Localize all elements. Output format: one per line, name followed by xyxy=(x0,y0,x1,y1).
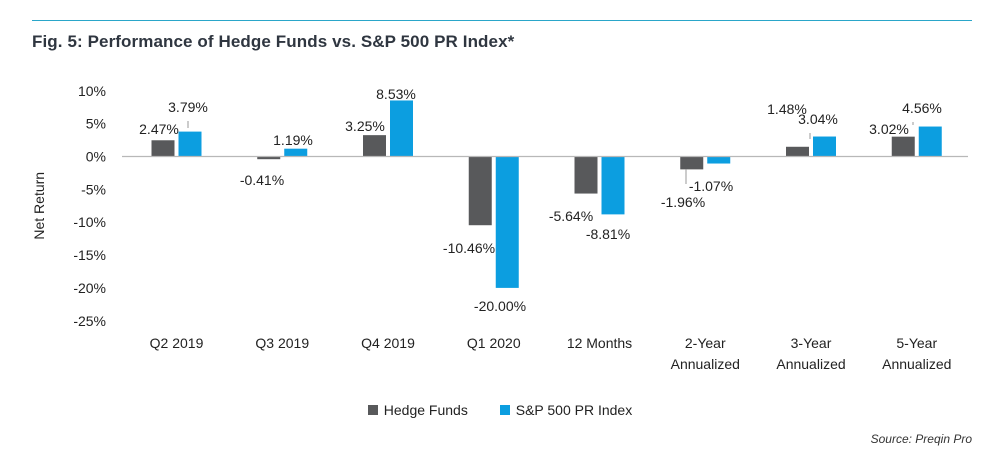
bar-sp500 xyxy=(813,136,836,157)
x-category-label: Annualized xyxy=(882,356,951,372)
bar-hedge-funds xyxy=(891,136,915,157)
legend-item-hedge-funds: Hedge Funds xyxy=(367,402,468,418)
legend-label-sp500: S&P 500 PR Index xyxy=(515,402,633,418)
bar-sp500 xyxy=(918,126,942,157)
data-label-sp500: -20.00% xyxy=(474,298,526,314)
y-tick-label: -10% xyxy=(73,214,106,230)
x-category-label: 5-Year xyxy=(896,335,937,351)
legend-item-sp500: S&P 500 PR Index xyxy=(499,402,633,418)
bar-hedge-funds xyxy=(680,156,704,170)
data-label-sp500: 8.53% xyxy=(376,86,416,102)
bar-hedge-funds xyxy=(363,135,386,157)
data-label-hedge-funds: 3.25% xyxy=(345,118,385,134)
y-tick-label: 10% xyxy=(78,83,106,99)
x-category-label: Annualized xyxy=(671,356,740,372)
y-tick-label: -15% xyxy=(73,247,106,263)
x-category-label: Annualized xyxy=(776,356,845,372)
legend-label-hedge-funds: Hedge Funds xyxy=(383,402,468,418)
x-category-label: Q3 2019 xyxy=(255,335,309,351)
bar-sp500 xyxy=(495,156,519,288)
data-label-sp500: -8.81% xyxy=(586,226,630,242)
x-category-label: Q1 2020 xyxy=(467,335,521,351)
data-label-sp500: -1.07% xyxy=(689,178,733,194)
data-label-hedge-funds: -0.41% xyxy=(240,172,284,188)
x-category-label: Q4 2019 xyxy=(361,335,415,351)
data-label-hedge-funds: -10.46% xyxy=(443,240,495,256)
x-category-label: 2-Year xyxy=(685,335,726,351)
data-label-sp500: 3.04% xyxy=(798,111,838,127)
y-tick-label: 5% xyxy=(86,116,106,132)
bar-hedge-funds xyxy=(257,156,281,160)
legend-swatch-sp500 xyxy=(499,405,510,415)
bar-sp500 xyxy=(707,156,731,164)
y-tick-label: 0% xyxy=(86,149,106,165)
data-label-hedge-funds: 1.48% xyxy=(767,101,807,117)
bar-chart: 10% 5% 0% -5% -10% -15% -20% -25% Net Return 2.47… xyxy=(31,83,968,372)
top-rule xyxy=(32,20,972,21)
data-label-hedge-funds: -5.64% xyxy=(549,208,593,224)
data-label-hedge-funds: 2.47% xyxy=(139,121,179,137)
data-label-sp500: 1.19% xyxy=(273,132,313,148)
x-category-label: Q2 2019 xyxy=(150,335,204,351)
y-axis-label: Net Return xyxy=(31,172,47,240)
x-category-label: 3-Year xyxy=(791,335,832,351)
source-note: Source: Preqin Pro xyxy=(870,432,972,446)
bar-hedge-funds xyxy=(468,156,492,226)
y-tick-label: -5% xyxy=(81,181,106,197)
data-label-hedge-funds: 3.02% xyxy=(869,121,909,137)
legend-swatch-hedge-funds xyxy=(367,405,378,415)
y-tick-label: -20% xyxy=(73,280,106,296)
bar-hedge-funds xyxy=(151,140,175,157)
figure-title: Fig. 5: Performance of Hedge Funds vs. S… xyxy=(32,32,515,51)
bar-sp500 xyxy=(390,100,413,157)
chart-legend: Hedge Funds S&P 500 PR Index xyxy=(0,402,1000,418)
data-label-hedge-funds: -1.96% xyxy=(661,194,705,210)
bar-sp500 xyxy=(178,131,202,157)
bar-sp500 xyxy=(601,156,625,215)
bar-hedge-funds xyxy=(786,146,809,157)
bar-hedge-funds xyxy=(574,156,598,194)
bar-sp500 xyxy=(284,148,308,157)
y-tick-label: -25% xyxy=(73,313,106,329)
data-label-sp500: 4.56% xyxy=(902,100,942,116)
x-category-label: 12 Months xyxy=(567,335,632,351)
data-label-sp500: 3.79% xyxy=(168,99,208,115)
